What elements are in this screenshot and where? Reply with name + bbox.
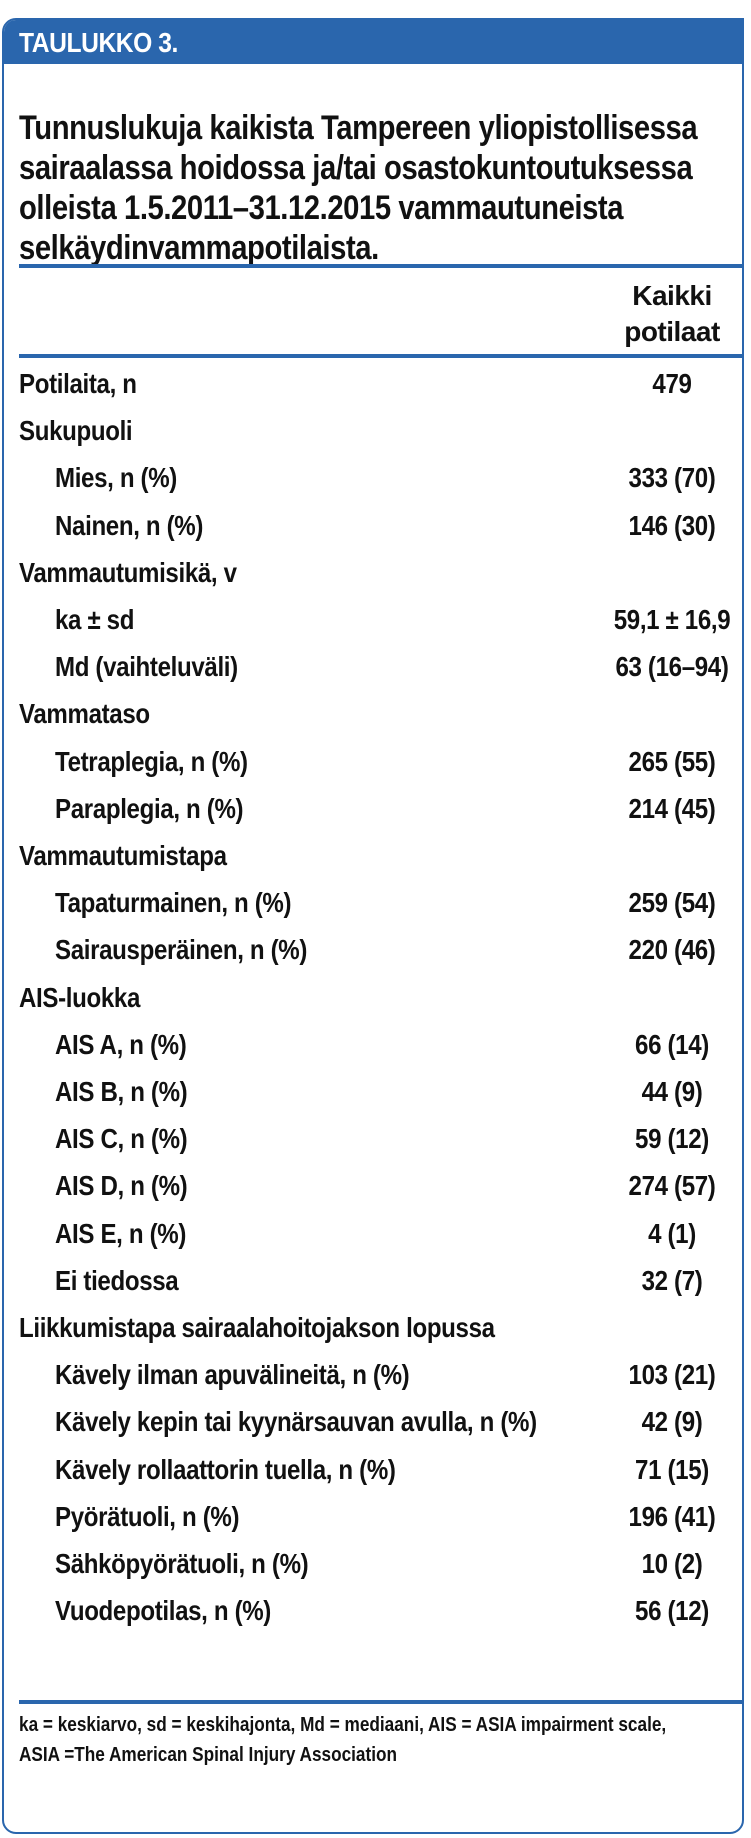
table-row: Ei tiedossa 32 (7) (4, 1259, 742, 1306)
column-header-line: potilaat (624, 316, 720, 347)
row-label: Md (vaihteluväli) (55, 651, 238, 683)
row-label: Ei tiedossa (55, 1264, 179, 1296)
row-label: AIS-luokka (19, 981, 141, 1013)
row-label: Vuodepotilas, n (%) (55, 1595, 271, 1627)
table-row: Sukupuoli (4, 409, 742, 456)
row-label: Pyörätuoli, n (%) (55, 1500, 240, 1532)
row-label: Liikkumistapa sairaalahoitojakson lopuss… (19, 1312, 495, 1343)
table-row: Pyörätuoli, n (%) 196 (41) (4, 1495, 742, 1542)
row-label: Tapaturmainen, n (%) (55, 887, 292, 919)
table-row: AIS E, n (%) 4 (1) (4, 1212, 742, 1259)
footnote-line: ka = keskiarvo, sd = keskihajonta, Md = … (19, 1714, 667, 1736)
table-row: Kävely kepin tai kyynärsauvan avulla, n … (4, 1400, 742, 1447)
top-rule (19, 264, 742, 268)
row-value: 44 (9) (641, 1076, 703, 1107)
table-row: Vammautumistapa (4, 834, 742, 881)
row-label: AIS E, n (%) (55, 1217, 187, 1249)
row-label: AIS B, n (%) (55, 1076, 188, 1107)
row-label: Vammautumistapa (19, 840, 227, 871)
row-label: AIS D, n (%) (55, 1170, 188, 1202)
table-panel: TAULUKKO 3. Tunnuslukuja kaikista Tamper… (2, 18, 744, 1834)
table-label-bar: TAULUKKO 3. (4, 20, 742, 64)
footnote-line: ASIA =The American Spinal Injury Associa… (19, 1744, 398, 1766)
row-value: 274 (57) (628, 1170, 716, 1202)
table-row: Vuodepotilas, n (%) 56 (12) (4, 1589, 742, 1636)
table-row: AIS A, n (%) 66 (14) (4, 1023, 742, 1070)
table-row: Tetraplegia, n (%) 265 (55) (4, 740, 742, 787)
row-label: Paraplegia, n (%) (55, 792, 244, 824)
row-label: Kävely kepin tai kyynärsauvan avulla, n … (55, 1406, 537, 1438)
row-value: 32 (7) (641, 1264, 703, 1296)
table-title-line: selkäydinvammapotilaista. (19, 229, 379, 267)
table-footnote: ka = keskiarvo, sd = keskihajonta, Md = … (19, 1710, 733, 1770)
table-title-line: sairaalassa hoidossa ja/tai osastokuntou… (19, 149, 693, 187)
row-value: 59,1 ± 16,9 (613, 604, 731, 635)
column-header-line: Kaikki (632, 280, 712, 311)
table-row: Paraplegia, n (%) 214 (45) (4, 787, 742, 834)
row-label: Sukupuoli (19, 415, 133, 447)
table-title-line: Tunnuslukuja kaikista Tampereen yliopist… (19, 109, 698, 147)
row-value: 259 (54) (628, 887, 716, 919)
row-value: 4 (1) (648, 1217, 696, 1249)
row-value: 56 (12) (635, 1595, 709, 1627)
row-label: Nainen, n (%) (55, 509, 204, 541)
row-value: 66 (14) (635, 1028, 709, 1060)
row-label: AIS C, n (%) (55, 1123, 188, 1155)
table-row: Md (vaihteluväli) 63 (16–94) (4, 645, 742, 692)
row-value: 103 (21) (628, 1359, 716, 1391)
row-value: 59 (12) (635, 1123, 709, 1155)
row-label: Potilaita, n (19, 368, 137, 399)
table-title-line: olleista 1.5.2011–31.12.2015 vammautunei… (19, 189, 624, 227)
table-row: Sähköpyörätuoli, n (%) 10 (2) (4, 1542, 742, 1589)
table-label: TAULUKKO 3. (19, 27, 178, 58)
row-label: Vammautumisikä, v (19, 556, 237, 588)
bottom-rule (19, 1700, 742, 1704)
column-header: Kaikki potilaat (604, 278, 740, 350)
table-row: Tapaturmainen, n (%) 259 (54) (4, 881, 742, 928)
table-row: ka ± sd 59,1 ± 16,9 (4, 598, 742, 645)
row-label: Sairausperäinen, n (%) (55, 934, 308, 966)
row-value: 63 (16–94) (615, 651, 729, 683)
table-row: Kävely ilman apuvälineitä, n (%) 103 (21) (4, 1353, 742, 1400)
row-label: AIS A, n (%) (55, 1028, 187, 1060)
row-label: Kävely rollaattorin tuella, n (%) (55, 1453, 396, 1485)
row-label: ka ± sd (55, 604, 135, 635)
table-row: Sairausperäinen, n (%) 220 (46) (4, 928, 742, 975)
row-value: 265 (55) (628, 745, 716, 777)
row-label: Mies, n (%) (55, 462, 177, 494)
row-label: Sähköpyörätuoli, n (%) (55, 1548, 309, 1579)
table-row: AIS-luokka (4, 976, 742, 1023)
row-label: Kävely ilman apuvälineitä, n (%) (55, 1359, 410, 1391)
header-rule (19, 354, 742, 358)
row-value: 220 (46) (628, 934, 716, 966)
row-value: 214 (45) (628, 792, 716, 824)
table-row: Vammautumisikä, v (4, 551, 742, 598)
table-row: Liikkumistapa sairaalahoitojakson lopuss… (4, 1306, 742, 1353)
table-row: AIS B, n (%) 44 (9) (4, 1070, 742, 1117)
table-row: AIS D, n (%) 274 (57) (4, 1164, 742, 1211)
row-value: 10 (2) (641, 1548, 703, 1579)
row-value: 479 (652, 368, 692, 399)
table-row: AIS C, n (%) 59 (12) (4, 1117, 742, 1164)
table-row: Mies, n (%) 333 (70) (4, 456, 742, 503)
row-label: Tetraplegia, n (%) (55, 745, 248, 777)
table-row: Potilaita, n 479 (4, 362, 742, 409)
row-value: 333 (70) (628, 462, 716, 494)
row-value: 146 (30) (628, 509, 716, 541)
table-row: Vammataso (4, 692, 742, 739)
table-row: Kävely rollaattorin tuella, n (%) 71 (15) (4, 1448, 742, 1495)
table-row: Nainen, n (%) 146 (30) (4, 504, 742, 551)
row-value: 71 (15) (635, 1453, 709, 1485)
row-label: Vammataso (19, 698, 150, 730)
table-title: Tunnuslukuja kaikista Tampereen yliopist… (19, 108, 707, 268)
row-value: 42 (9) (641, 1406, 703, 1438)
row-value: 196 (41) (628, 1500, 716, 1532)
